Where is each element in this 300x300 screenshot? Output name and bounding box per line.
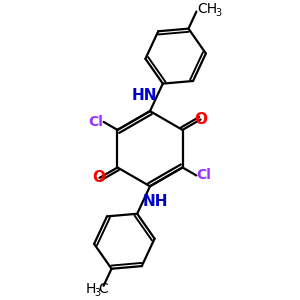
Text: NH: NH: [143, 194, 169, 209]
Text: CH: CH: [197, 2, 218, 16]
Text: C: C: [99, 282, 109, 296]
Text: Cl: Cl: [88, 115, 103, 129]
Text: HN: HN: [131, 88, 157, 104]
Text: 3: 3: [94, 288, 100, 298]
Text: H: H: [85, 282, 96, 296]
Text: O: O: [195, 112, 208, 127]
Text: 3: 3: [215, 8, 221, 18]
Text: O: O: [92, 170, 105, 185]
Text: Cl: Cl: [197, 168, 212, 182]
